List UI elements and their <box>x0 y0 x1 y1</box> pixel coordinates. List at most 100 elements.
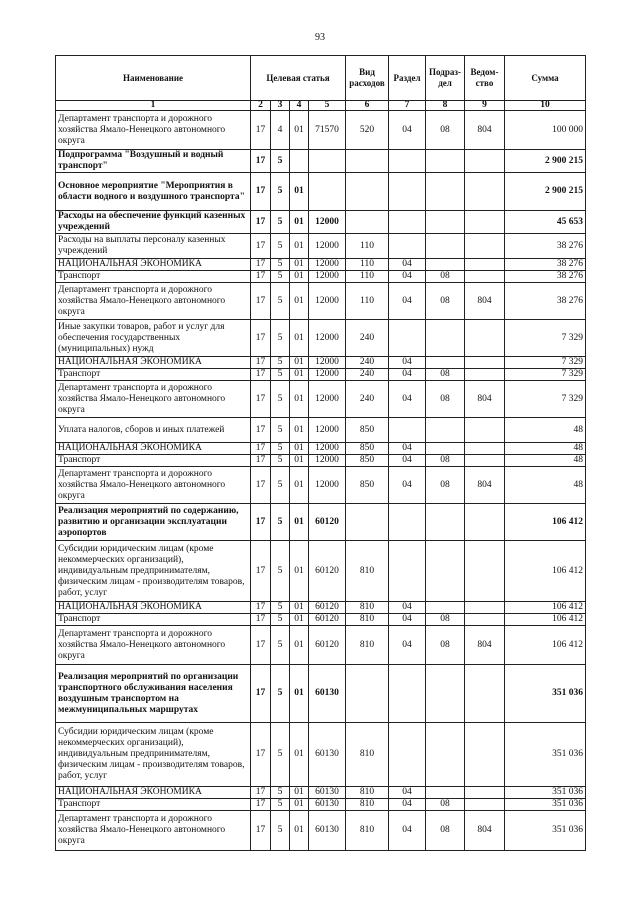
code-cell: 850 <box>345 454 389 467</box>
code-cell: 850 <box>345 442 389 455</box>
code-cell: 804 <box>464 380 505 418</box>
sum-cell: 38 276 <box>504 233 586 259</box>
code-cell <box>464 786 505 799</box>
sum-cell: 45 653 <box>504 210 586 234</box>
code-cell: 17 <box>250 466 271 504</box>
sum-cell: 7 329 <box>504 356 586 369</box>
code-cell: 17 <box>250 664 271 723</box>
name-cell: Транспорт <box>55 454 251 467</box>
sum-cell: 351 036 <box>504 786 586 799</box>
name-cell: Иные закупки товаров, работ и услуг для … <box>55 319 251 357</box>
code-cell: 04 <box>388 270 426 283</box>
table-row: Реализация мероприятий по содержанию, ра… <box>55 503 586 541</box>
code-cell: 04 <box>388 786 426 799</box>
code-cell: 01 <box>289 454 309 467</box>
code-cell: 60120 <box>308 613 346 626</box>
budget-table: Наименование Целевая статья Вид расходов Ра… <box>55 55 586 851</box>
code-cell: 01 <box>289 417 309 443</box>
code-cell: 17 <box>250 319 271 357</box>
sum-cell: 351 036 <box>504 722 586 787</box>
code-cell: 04 <box>388 466 426 504</box>
code-cell: 01 <box>289 110 309 150</box>
code-cell: 810 <box>345 613 389 626</box>
code-cell: 01 <box>289 172 309 211</box>
code-cell <box>345 172 389 211</box>
code-cell <box>308 172 346 211</box>
header-row: Наименование Целевая статья Вид расходов Ра… <box>55 55 586 101</box>
code-cell: 5 <box>270 417 290 443</box>
code-cell: 240 <box>345 319 389 357</box>
code-cell: 810 <box>345 798 389 811</box>
sum-cell: 38 276 <box>504 270 586 283</box>
code-cell <box>345 664 389 723</box>
column-number: 9 <box>464 100 505 111</box>
code-cell: 04 <box>388 258 426 271</box>
code-cell: 60120 <box>308 625 346 665</box>
name-cell: Департамент транспорта и дорожного хозяй… <box>55 466 251 504</box>
name-cell: НАЦИОНАЛЬНАЯ ЭКОНОМИКА <box>55 258 251 271</box>
code-cell: 5 <box>270 258 290 271</box>
code-cell: 12000 <box>308 380 346 418</box>
name-cell: Департамент транспорта и дорожного хозяй… <box>55 282 251 320</box>
name-cell: Субсидии юридическим лицам (кроме некомм… <box>55 722 251 787</box>
code-cell <box>464 368 505 381</box>
code-cell: 01 <box>289 442 309 455</box>
code-cell: 01 <box>289 664 309 723</box>
code-cell: 04 <box>388 110 426 150</box>
code-cell <box>289 149 309 173</box>
code-cell <box>464 356 505 369</box>
code-cell: 60120 <box>308 601 346 614</box>
number-row: 1 2 3 4 5 6 7 8 9 10 <box>55 100 586 111</box>
sum-cell: 38 276 <box>504 282 586 320</box>
table-row: Субсидии юридическим лицам (кроме некомм… <box>55 722 586 787</box>
code-cell <box>464 319 505 357</box>
code-cell: 5 <box>270 664 290 723</box>
code-cell: 01 <box>289 625 309 665</box>
table-row: Департамент транспорта и дорожного хозяй… <box>55 810 586 851</box>
table-row: Транспорт 17 5 01 60120 810 04 08 106 412 <box>55 613 586 626</box>
code-cell: 17 <box>250 368 271 381</box>
code-cell <box>464 233 505 259</box>
code-cell <box>345 210 389 234</box>
sum-cell: 7 329 <box>504 380 586 418</box>
sum-cell: 351 036 <box>504 810 586 851</box>
code-cell: 17 <box>250 798 271 811</box>
name-cell: НАЦИОНАЛЬНАЯ ЭКОНОМИКА <box>55 601 251 614</box>
code-cell: 5 <box>270 798 290 811</box>
code-cell <box>464 540 505 602</box>
sum-cell: 106 412 <box>504 601 586 614</box>
column-number: 8 <box>425 100 465 111</box>
code-cell: 17 <box>250 442 271 455</box>
code-cell: 17 <box>250 786 271 799</box>
sum-cell: 106 412 <box>504 540 586 602</box>
code-cell: 17 <box>250 172 271 211</box>
code-cell: 01 <box>289 722 309 787</box>
column-number: 7 <box>388 100 426 111</box>
code-cell: 240 <box>345 356 389 369</box>
code-cell: 5 <box>270 233 290 259</box>
code-cell: 17 <box>250 417 271 443</box>
code-cell <box>388 664 426 723</box>
table-row: Департамент транспорта и дорожного хозяй… <box>55 625 586 665</box>
table-row: Транспорт 17 5 01 60130 810 04 08 351 036 <box>55 798 586 811</box>
code-cell: 804 <box>464 625 505 665</box>
name-cell: НАЦИОНАЛЬНАЯ ЭКОНОМИКА <box>55 356 251 369</box>
code-cell: 01 <box>289 540 309 602</box>
table-row: Расходы на обеспечение функций казенных … <box>55 210 586 234</box>
column-number: 6 <box>345 100 389 111</box>
code-cell: 01 <box>289 270 309 283</box>
code-cell <box>464 601 505 614</box>
table-row: Транспорт 17 5 01 12000 850 04 08 48 <box>55 454 586 467</box>
code-cell: 04 <box>388 442 426 455</box>
sum-cell: 106 412 <box>504 613 586 626</box>
table-row: НАЦИОНАЛЬНАЯ ЭКОНОМИКА 17 5 01 60120 810 04 106… <box>55 601 586 614</box>
code-cell: 810 <box>345 722 389 787</box>
code-cell: 17 <box>250 149 271 173</box>
code-cell: 08 <box>425 368 465 381</box>
code-cell: 17 <box>250 110 271 150</box>
sum-cell: 7 329 <box>504 319 586 357</box>
header-cell: Раздел <box>388 55 426 101</box>
code-cell <box>425 149 465 173</box>
code-cell: 5 <box>270 172 290 211</box>
